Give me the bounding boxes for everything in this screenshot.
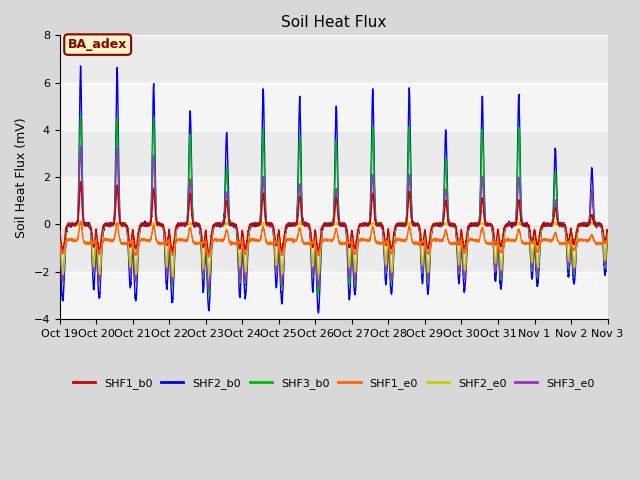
SHF2_e0 <box>426 246 434 252</box>
Title: Soil Heat Flux: Soil Heat Flux <box>281 15 387 30</box>
Legend: SHF1_b0, SHF2_b0, SHF3_b0, SHF1_e0, SHF2_e0, SHF3_e0: SHF1_b0, SHF2_b0, SHF3_b0, SHF1_e0, SHF2… <box>68 373 599 393</box>
SHF1_b0 <box>56 229 63 235</box>
Line: SHF2_e0: SHF2_e0 <box>60 222 607 276</box>
Text: BA_adex: BA_adex <box>68 38 127 51</box>
Line: SHF1_b0: SHF1_b0 <box>60 181 607 253</box>
SHF3_b0 <box>56 238 63 244</box>
Line: SHF1_e0: SHF1_e0 <box>60 221 607 257</box>
SHF2_b0 <box>603 242 611 248</box>
SHF2_e0 <box>154 222 162 228</box>
SHF1_e0 <box>77 218 84 224</box>
SHF1_b0 <box>603 229 611 235</box>
Line: SHF2_b0: SHF2_b0 <box>60 66 607 313</box>
SHF1_e0 <box>488 240 495 245</box>
SHF2_b0 <box>56 241 63 247</box>
SHF1_e0 <box>426 242 434 248</box>
SHF3_e0 <box>154 222 162 228</box>
SHF2_e0 <box>604 229 611 235</box>
SHF3_b0 <box>314 278 321 284</box>
SHF3_b0 <box>154 222 162 228</box>
SHF3_b0 <box>426 247 434 253</box>
SHF3_b0 <box>315 291 323 297</box>
SHF2_e0 <box>169 274 177 279</box>
SHF3_e0 <box>314 274 321 280</box>
SHF2_e0 <box>603 235 611 240</box>
SHF1_b0 <box>488 223 495 228</box>
Y-axis label: Soil Heat Flux (mV): Soil Heat Flux (mV) <box>15 117 28 238</box>
SHF1_e0 <box>154 240 162 246</box>
SHF2_e0 <box>56 228 63 234</box>
Bar <box>60 177 607 225</box>
SHF2_b0 <box>488 222 495 228</box>
SHF1_e0 <box>456 240 464 245</box>
SHF2_e0 <box>333 219 340 225</box>
SHF1_b0 <box>456 235 464 240</box>
SHF3_e0 <box>426 247 434 253</box>
SHF3_e0 <box>604 231 611 237</box>
SHF3_b0 <box>488 225 495 231</box>
SHF1_b0 <box>205 250 213 256</box>
Bar <box>60 83 607 130</box>
Line: SHF3_b0: SHF3_b0 <box>60 116 607 294</box>
SHF3_e0 <box>488 223 495 228</box>
SHF3_e0 <box>205 286 212 291</box>
SHF3_b0 <box>603 239 611 245</box>
SHF2_b0 <box>456 255 464 261</box>
Line: SHF3_e0: SHF3_e0 <box>60 146 607 288</box>
SHF2_b0 <box>314 294 321 300</box>
SHF3_e0 <box>456 249 464 254</box>
SHF1_b0 <box>604 227 611 233</box>
SHF2_e0 <box>314 254 321 260</box>
SHF2_b0 <box>154 222 162 228</box>
SHF1_e0 <box>603 239 611 245</box>
SHF1_b0 <box>426 232 434 238</box>
SHF1_b0 <box>314 244 321 250</box>
SHF1_e0 <box>604 240 611 246</box>
SHF1_b0 <box>154 221 162 227</box>
SHF2_b0 <box>77 63 84 69</box>
SHF3_e0 <box>56 237 63 243</box>
SHF3_e0 <box>603 238 611 243</box>
SHF2_e0 <box>456 241 464 247</box>
SHF1_e0 <box>314 251 321 257</box>
SHF1_b0 <box>77 179 84 184</box>
SHF2_b0 <box>426 253 434 259</box>
SHF2_b0 <box>604 234 611 240</box>
SHF3_e0 <box>77 143 84 149</box>
SHF2_e0 <box>488 222 495 228</box>
SHF1_e0 <box>205 254 212 260</box>
SHF3_b0 <box>456 249 464 255</box>
SHF3_b0 <box>77 113 84 119</box>
SHF2_b0 <box>315 310 323 316</box>
SHF1_e0 <box>56 243 63 249</box>
SHF3_b0 <box>604 233 611 239</box>
Bar <box>60 272 607 319</box>
